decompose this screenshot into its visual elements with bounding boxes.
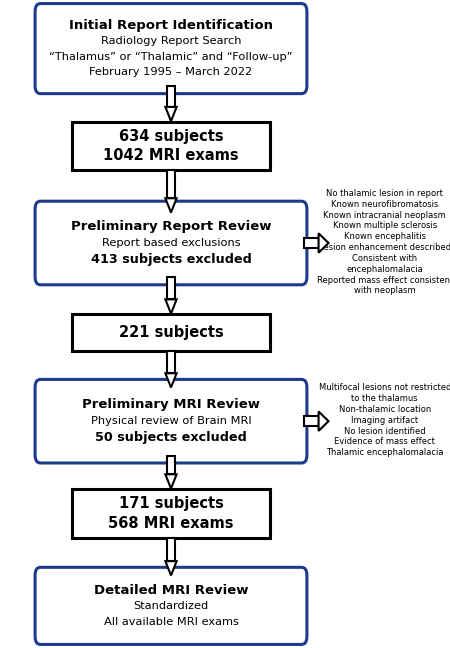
Polygon shape [167,277,175,299]
Text: Evidence of mass effect: Evidence of mass effect [334,437,435,446]
Text: February 1995 – March 2022: February 1995 – March 2022 [90,67,252,77]
Text: 568 MRI exams: 568 MRI exams [108,516,234,531]
Polygon shape [167,170,175,198]
Text: Initial Report Identification: Initial Report Identification [69,19,273,32]
Text: Physical review of Brain MRI: Physical review of Brain MRI [90,416,252,426]
Text: No thalamic lesion in report: No thalamic lesion in report [326,189,443,198]
FancyBboxPatch shape [35,568,307,644]
Text: 221 subjects: 221 subjects [119,325,223,340]
Polygon shape [304,416,319,426]
Text: No lesion identified: No lesion identified [344,426,426,435]
Text: 1042 MRI exams: 1042 MRI exams [103,148,239,163]
Polygon shape [166,474,176,489]
Text: to the thalamus: to the thalamus [351,394,418,403]
Polygon shape [166,561,176,575]
Polygon shape [166,198,176,213]
Text: Preliminary Report Review: Preliminary Report Review [71,220,271,233]
Text: 171 subjects: 171 subjects [118,496,224,511]
Text: 50 subjects excluded: 50 subjects excluded [95,432,247,445]
Text: Detailed MRI Review: Detailed MRI Review [94,584,248,597]
Text: Multifocal lesions not restricted: Multifocal lesions not restricted [319,383,450,392]
Text: Known neurofibromatosis: Known neurofibromatosis [331,200,438,209]
FancyBboxPatch shape [72,489,270,538]
Text: with neoplasm: with neoplasm [354,286,415,295]
Polygon shape [167,351,175,373]
Text: Non-thalamic location: Non-thalamic location [338,405,431,414]
Text: Thalamic encephalomalacia: Thalamic encephalomalacia [326,448,444,457]
Text: Reported mass effect consistent: Reported mass effect consistent [317,275,450,284]
Text: Preliminary MRI Review: Preliminary MRI Review [82,399,260,411]
Text: Radiology Report Search: Radiology Report Search [101,36,241,47]
Polygon shape [319,233,328,253]
FancyBboxPatch shape [72,314,270,351]
Text: Known multiple sclerosis: Known multiple sclerosis [333,222,437,230]
FancyBboxPatch shape [35,201,307,285]
Polygon shape [167,538,175,561]
Text: Imaging artifact: Imaging artifact [351,416,418,425]
Text: All available MRI exams: All available MRI exams [104,617,239,627]
Text: Known intracranial neoplasm: Known intracranial neoplasm [324,211,446,220]
FancyBboxPatch shape [72,122,270,170]
Polygon shape [319,411,328,431]
Text: Lesion enhancement described: Lesion enhancement described [319,243,450,252]
Polygon shape [167,456,175,474]
Text: Standardized: Standardized [133,601,209,612]
Polygon shape [167,86,175,107]
Text: Report based exclusions: Report based exclusions [102,238,240,248]
FancyBboxPatch shape [35,3,307,93]
Text: 413 subjects excluded: 413 subjects excluded [90,253,252,266]
Polygon shape [166,299,176,314]
Text: Known encephalitis: Known encephalitis [344,232,426,241]
Text: 634 subjects: 634 subjects [119,129,223,144]
FancyBboxPatch shape [35,380,307,463]
Polygon shape [166,373,176,388]
Text: encephalomalacia: encephalomalacia [346,264,423,273]
Polygon shape [166,107,176,121]
Text: “Thalamus” or “Thalamic” and “Follow-up”: “Thalamus” or “Thalamic” and “Follow-up” [49,52,293,62]
Polygon shape [304,238,319,248]
Text: Consistent with: Consistent with [352,254,417,263]
